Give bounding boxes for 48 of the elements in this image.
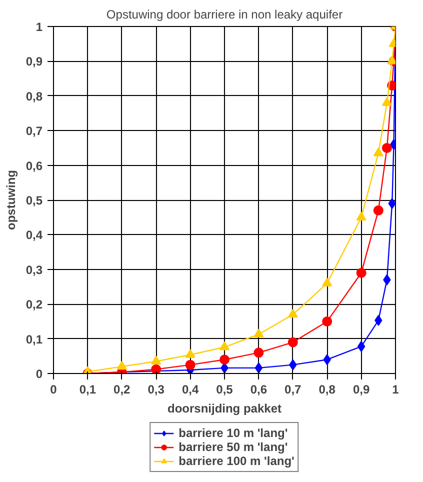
y-tick-label: 0 <box>36 367 43 381</box>
x-tick-label: 0,6 <box>250 382 268 396</box>
legend-label: barriere 50 m 'lang' <box>178 440 288 454</box>
y-tick-label: 0,1 <box>26 332 43 346</box>
x-tick-label: 0,3 <box>148 382 165 396</box>
x-tick-label: 0,4 <box>182 382 199 396</box>
point <box>116 360 127 370</box>
point <box>185 360 196 370</box>
x-tick-label: 0,7 <box>284 382 302 396</box>
point <box>288 308 298 318</box>
x-tick-label: 0,2 <box>114 382 131 396</box>
point <box>220 341 230 350</box>
point <box>220 354 230 365</box>
legend-label: barriere 10 m 'lang' <box>178 426 288 440</box>
y-tick-label: 0,5 <box>26 194 43 208</box>
y-axis-title: opstuwing <box>4 170 18 230</box>
x-tick-label: 0 <box>50 382 58 396</box>
y-tick-label: 1 <box>36 20 43 34</box>
y-tick-label: 0,3 <box>26 262 43 277</box>
point <box>185 349 196 358</box>
point <box>357 340 366 352</box>
y-tick-label: 0,8 <box>26 89 43 104</box>
point <box>288 337 298 348</box>
y-tick-label: 0,4 <box>26 228 43 242</box>
point <box>254 362 263 374</box>
point <box>254 328 264 338</box>
point <box>322 316 332 326</box>
x-tick-label: 0,8 <box>318 382 336 396</box>
y-tick-label: 0,6 <box>26 158 43 173</box>
point <box>373 205 384 216</box>
point <box>151 356 162 364</box>
point <box>382 97 392 106</box>
y-tick-label: 0,9 <box>26 54 43 69</box>
y-tick-label: 0,2 <box>26 298 43 312</box>
x-tick-label: 0,9 <box>352 382 370 396</box>
x-tick-label: 1 <box>392 382 400 396</box>
point <box>322 278 332 286</box>
chart-title: Opstuwing door barriere in non leaky aquifer <box>106 8 343 22</box>
point <box>356 268 366 278</box>
point <box>254 348 264 358</box>
y-tick-label: 0,7 <box>26 124 43 138</box>
point <box>356 212 366 220</box>
x-tick-label: 0,1 <box>79 382 96 396</box>
point <box>382 142 392 153</box>
legend-label: barriere 100 m 'lang' <box>178 454 294 468</box>
x-tick-label: 0,5 <box>216 382 234 396</box>
point <box>373 147 384 156</box>
x-axis-title: doorsnijding pakket <box>167 402 282 416</box>
